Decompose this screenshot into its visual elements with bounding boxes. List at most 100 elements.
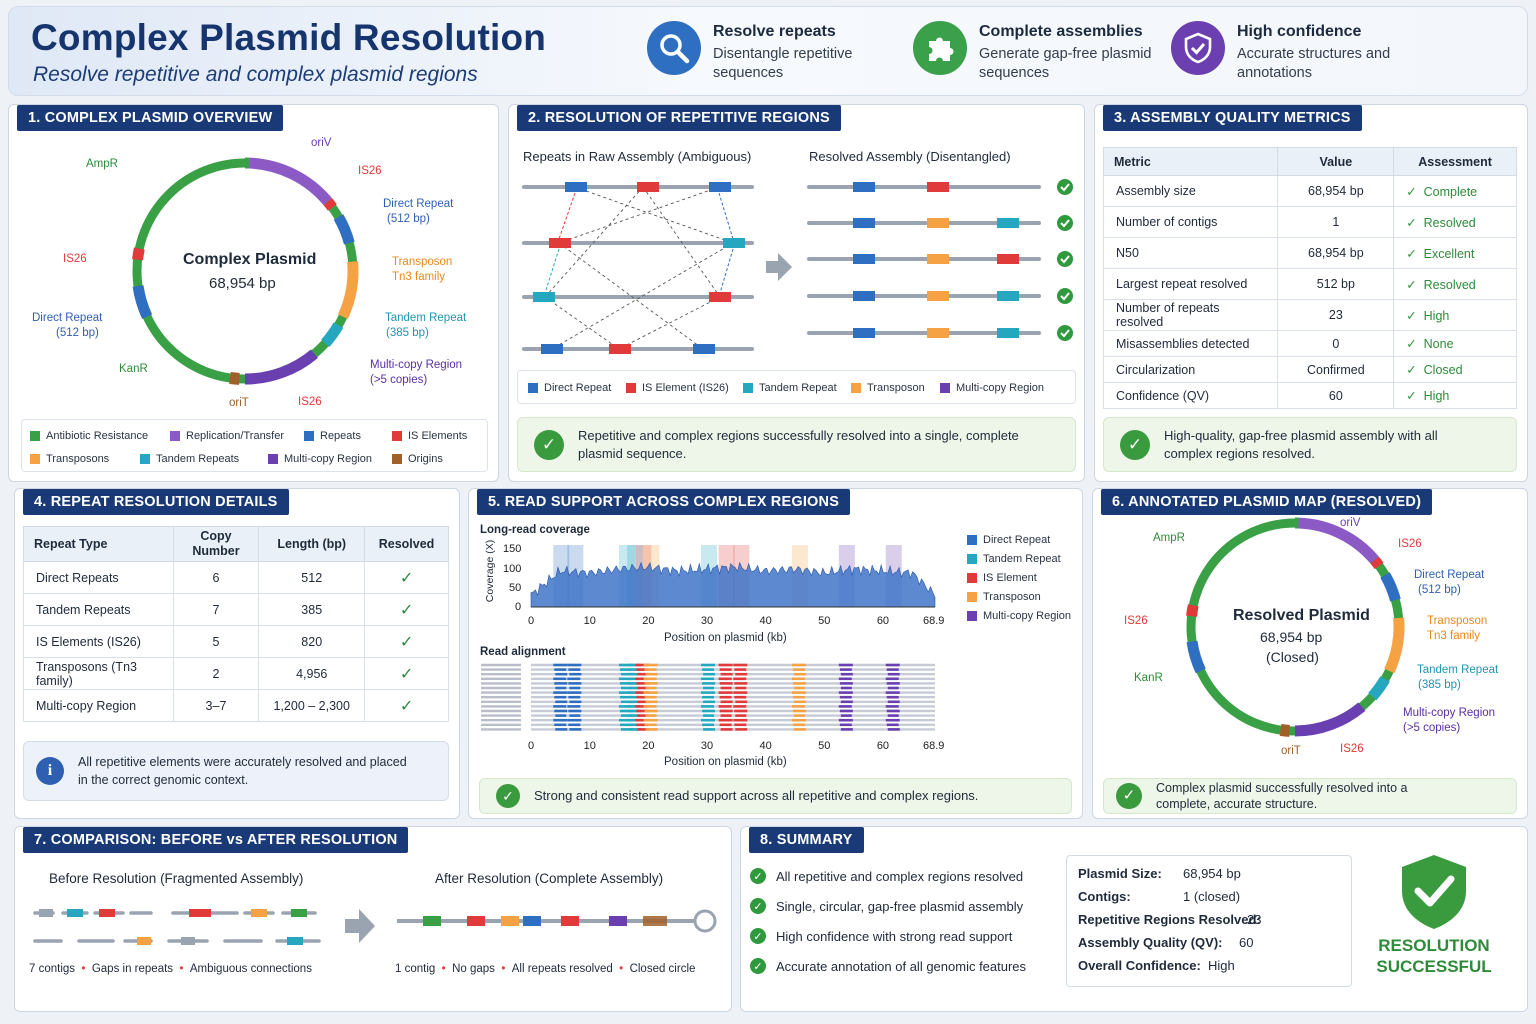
- repeat-row: Multi-copy Region 3–7 1,200 – 2,300 ✓: [23, 689, 449, 722]
- legend-transposons: Transposons: [30, 453, 109, 465]
- label-is26-left: IS26: [1124, 615, 1148, 627]
- info-text: All repetitive elements were accurately …: [78, 755, 407, 787]
- resolved-plasmid-map: [1186, 517, 1405, 737]
- arrow-right-icon: [766, 253, 792, 281]
- metric-value: 60: [1277, 382, 1395, 409]
- feature-desc: Accurate structures and annotations: [1237, 46, 1391, 81]
- copy-number: 7: [172, 593, 260, 626]
- repeat-type: Transposons (Tn3 family): [23, 657, 174, 690]
- label-ampr: AmpR: [86, 158, 118, 170]
- check-icon: ✓: [1406, 308, 1417, 323]
- metric-name: Assembly size: [1102, 175, 1279, 207]
- xtick: 30: [700, 740, 714, 752]
- ytick: 150: [503, 543, 522, 555]
- xtick: 60: [876, 615, 890, 627]
- ytick: 100: [503, 563, 522, 575]
- check-icon: ✓: [1406, 215, 1417, 230]
- label-is26: IS26: [1398, 538, 1422, 550]
- raw-assembly-heading: Repeats in Raw Assembly (Ambiguous): [523, 149, 752, 164]
- comparison-diagram: [33, 909, 717, 945]
- label-kanr: KanR: [119, 363, 148, 375]
- panel-plasmid-overview: 1. COMPLEX PLASMID OVERVIEW Complex Plas…: [8, 104, 499, 482]
- stat-contigs: 1 (closed): [1183, 889, 1241, 904]
- col-repeat-type: Repeat Type: [23, 526, 174, 562]
- label-transposon: Transposon: [1427, 615, 1488, 627]
- summary-stats-box: Plasmid Size: 68,954 bp Contigs: 1 (clos…: [1066, 855, 1352, 987]
- repeat-type: IS Elements (IS26): [23, 625, 174, 658]
- panel-title: 6. ANNOTATED PLASMID MAP (RESOLVED): [1101, 489, 1433, 515]
- check-icon: ✓: [1406, 184, 1417, 199]
- metrics-table: Metric Value Assessment Assembly size 68,…: [1102, 147, 1517, 409]
- panel-quality-metrics: 3. ASSEMBLY QUALITY METRICS Metric Value…: [1094, 104, 1528, 482]
- segment-is26: [1370, 556, 1384, 570]
- repeat-row: Transposons (Tn3 family) 2 4,956 ✓: [23, 657, 449, 690]
- segment-is26: [132, 247, 145, 261]
- label-direct-repeat-len: (512 bp): [1418, 584, 1461, 596]
- feature-title: Resolve repeats: [713, 23, 836, 40]
- label-multicopy: Multi-copy Region: [1403, 707, 1496, 719]
- label-direct-repeat: Direct Repeat: [383, 198, 454, 210]
- legend-origins: Origins: [392, 453, 443, 465]
- segment-direct-repeat: [1186, 640, 1206, 674]
- segment-transposon: [337, 261, 359, 319]
- resolved-plasmid-state: (Closed): [1266, 649, 1319, 665]
- metric-assessment: ✓ None: [1393, 330, 1517, 357]
- legend-multicopy: Multi-copy Region: [268, 453, 372, 465]
- stat-qv: 60: [1239, 935, 1254, 950]
- metric-value: 23: [1277, 299, 1395, 331]
- xtick: 68.9: [923, 615, 945, 627]
- xtick: 10: [583, 615, 596, 627]
- quality-success-note: ✓ High-quality, gap-free plasmid assembl…: [1103, 417, 1517, 472]
- legend-tandem-repeat: Tandem Repeat: [967, 553, 1061, 565]
- legend-multicopy: Multi-copy Region: [940, 382, 1044, 394]
- check-circle-icon: ✓: [1116, 783, 1142, 809]
- legend-tandem-repeat: Tandem Repeat: [743, 382, 837, 394]
- metrics-row: Misassemblies detected 0 ✓ None: [1102, 330, 1517, 357]
- check-circle-icon: ✓: [750, 928, 766, 944]
- stat-label: Assembly Quality (QV):: [1078, 935, 1223, 950]
- stat-confidence: High: [1208, 958, 1235, 973]
- resolved-check: ✓: [364, 625, 449, 658]
- resolved-map-note: ✓ Complex plasmid successfully resolved …: [1103, 778, 1517, 814]
- success-text: Strong and consistent read support acros…: [534, 788, 979, 803]
- label-transposon-family: Tn3 family: [392, 271, 446, 283]
- label-oriv: oriV: [1340, 517, 1361, 529]
- arrow-right-icon: [345, 909, 375, 943]
- metric-assessment: ✓ Complete: [1393, 175, 1517, 207]
- check-icon: ✓: [399, 633, 414, 651]
- shield-check-icon: [1171, 21, 1225, 75]
- copy-number: 6: [172, 561, 260, 594]
- legend-is: IS Elements: [392, 430, 467, 442]
- metric-name: Confidence (QV): [1102, 382, 1279, 409]
- xtick: 40: [759, 740, 772, 752]
- metrics-row: Number of contigs 1 ✓ Resolved: [1102, 206, 1517, 238]
- xtick: 10: [583, 740, 596, 752]
- metric-assessment: ✓ High: [1393, 299, 1517, 331]
- repeat-type: Multi-copy Region: [23, 689, 174, 722]
- label-transposon: Transposon: [392, 256, 453, 268]
- label-oriv: oriV: [311, 137, 332, 149]
- repeat-legend: Direct Repeat IS Element (IS26) Tandem R…: [517, 370, 1076, 404]
- metrics-row: N50 68,954 bp ✓ Excellent: [1102, 237, 1517, 269]
- metric-name: Number of contigs: [1102, 206, 1279, 238]
- stat-label: Overall Confidence:: [1078, 958, 1201, 973]
- segment-orit: [1279, 724, 1290, 737]
- feature-desc: Generate gap-free plasmid sequences: [979, 46, 1152, 81]
- panel-read-support: 5. READ SUPPORT ACROSS COMPLEX REGIONS L…: [468, 488, 1083, 819]
- repeat-row: Tandem Repeats 7 385 ✓: [23, 593, 449, 626]
- plasmid-size: 68,954 bp: [209, 275, 276, 292]
- xtick: 0: [528, 740, 535, 752]
- feature-desc: Disentangle repetitive sequences: [713, 46, 853, 81]
- stat-label: Repetitive Regions Resolved:: [1078, 912, 1261, 927]
- plasmid-legend: Antibiotic Resistance Replication/Transf…: [21, 419, 488, 472]
- panel-title: 4. REPEAT RESOLUTION DETAILS: [23, 489, 289, 515]
- feature-high-confidence: High confidence Accurate structures and a…: [1171, 21, 1417, 83]
- panel-repeat-details: 4. REPEAT RESOLUTION DETAILS Repeat Type…: [14, 488, 460, 819]
- xtick: 50: [818, 615, 831, 627]
- stat-plasmid-size: 68,954 bp: [1183, 866, 1241, 881]
- legend-resistance: Antibiotic Resistance: [30, 430, 148, 442]
- metrics-row: Largest repeat resolved 512 bp ✓ Resolved: [1102, 268, 1517, 300]
- success-text: High-quality, gap-free plasmid assembly …: [1164, 427, 1438, 461]
- panel-comparison: 7. COMPARISON: BEFORE vs AFTER RESOLUTIO…: [14, 826, 732, 1012]
- label-orit: oriT: [229, 397, 249, 409]
